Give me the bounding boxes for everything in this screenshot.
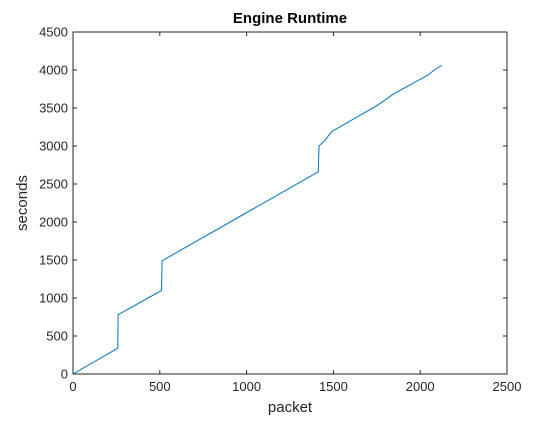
x-axis-label: packet (268, 399, 313, 416)
plot-area-background (73, 32, 507, 374)
axes-box (72, 31, 508, 375)
y-tick-label: 0 (61, 367, 68, 382)
y-tick-label: 2000 (39, 215, 68, 230)
chart-title: Engine Runtime (233, 10, 347, 27)
y-tick-label: 4500 (39, 25, 68, 40)
series-line-0 (72, 65, 443, 375)
tick-layer: 0 500 1000 1500 2000 2500 0 500 1000 1500 2000 2500… (39, 25, 521, 395)
y-axis-label: seconds (14, 175, 31, 231)
x-tick-label: 500 (149, 379, 171, 394)
y-tick-label: 3000 (39, 139, 68, 154)
x-tick-label: 1000 (232, 379, 261, 394)
y-tick-label: 1500 (39, 253, 68, 268)
y-tick-label: 4000 (39, 63, 68, 78)
x-tick-label: 1500 (319, 379, 348, 394)
y-tick-label: 2500 (39, 177, 68, 192)
y-tick-label: 500 (46, 329, 68, 344)
x-tick-label: 2500 (493, 379, 522, 394)
y-tick-label: 3500 (39, 101, 68, 116)
data-layer (72, 65, 443, 375)
y-tick-label: 1000 (39, 291, 68, 306)
x-tick-label: 0 (69, 379, 76, 394)
x-tick-label: 2000 (406, 379, 435, 394)
